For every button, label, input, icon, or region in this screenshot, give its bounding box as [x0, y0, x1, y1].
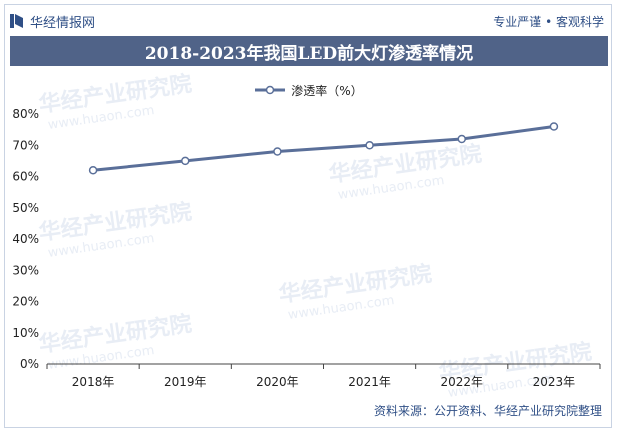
logo-icon	[10, 14, 23, 28]
y-tick-label: 50%	[12, 201, 39, 215]
legend: 渗透率（%）	[0, 80, 618, 100]
y-tick-label: 10%	[12, 326, 39, 340]
watermark-layer: 华经产业研究院www.huaon.com华经产业研究院www.huaon.com…	[37, 71, 593, 401]
y-tick-label: 80%	[12, 107, 39, 121]
top-bar: 华经情报网 专业严谨 • 客观科学	[10, 9, 608, 33]
y-tick-label: 40%	[12, 232, 39, 246]
x-tick-label: 2023年	[533, 375, 576, 389]
series-line	[92, 125, 555, 172]
data-point	[549, 122, 559, 131]
legend-line-icon	[255, 85, 286, 95]
x-tick-label: 2021年	[348, 375, 391, 389]
brand: 华经情报网	[10, 12, 95, 31]
data-point	[365, 141, 374, 150]
y-tick-label: 60%	[12, 170, 39, 184]
source-note: 资料来源：公开资料、华经产业研究院整理	[373, 404, 602, 418]
x-tick-label: 2020年	[256, 375, 299, 389]
x-tick-label: 2019年	[164, 375, 207, 389]
data-point	[273, 147, 282, 156]
chart-frame	[4, 4, 612, 428]
x-tick-label: 2018年	[72, 375, 115, 389]
x-tick-label: 2022年	[440, 375, 483, 389]
legend-label: 渗透率（%）	[291, 83, 363, 98]
y-tick-label: 20%	[12, 295, 39, 309]
y-tick-label: 30%	[12, 263, 39, 277]
chart-title: 2018-2023年我国LED前大灯渗透率情况	[10, 36, 608, 66]
brand-name: 华经情报网	[30, 15, 96, 31]
y-tick-label: 70%	[12, 138, 39, 152]
data-point	[88, 166, 98, 175]
data-point	[457, 134, 466, 144]
slogan: 专业严谨 • 客观科学	[493, 14, 604, 29]
y-tick-label: 0%	[20, 357, 39, 371]
data-point	[181, 156, 190, 166]
